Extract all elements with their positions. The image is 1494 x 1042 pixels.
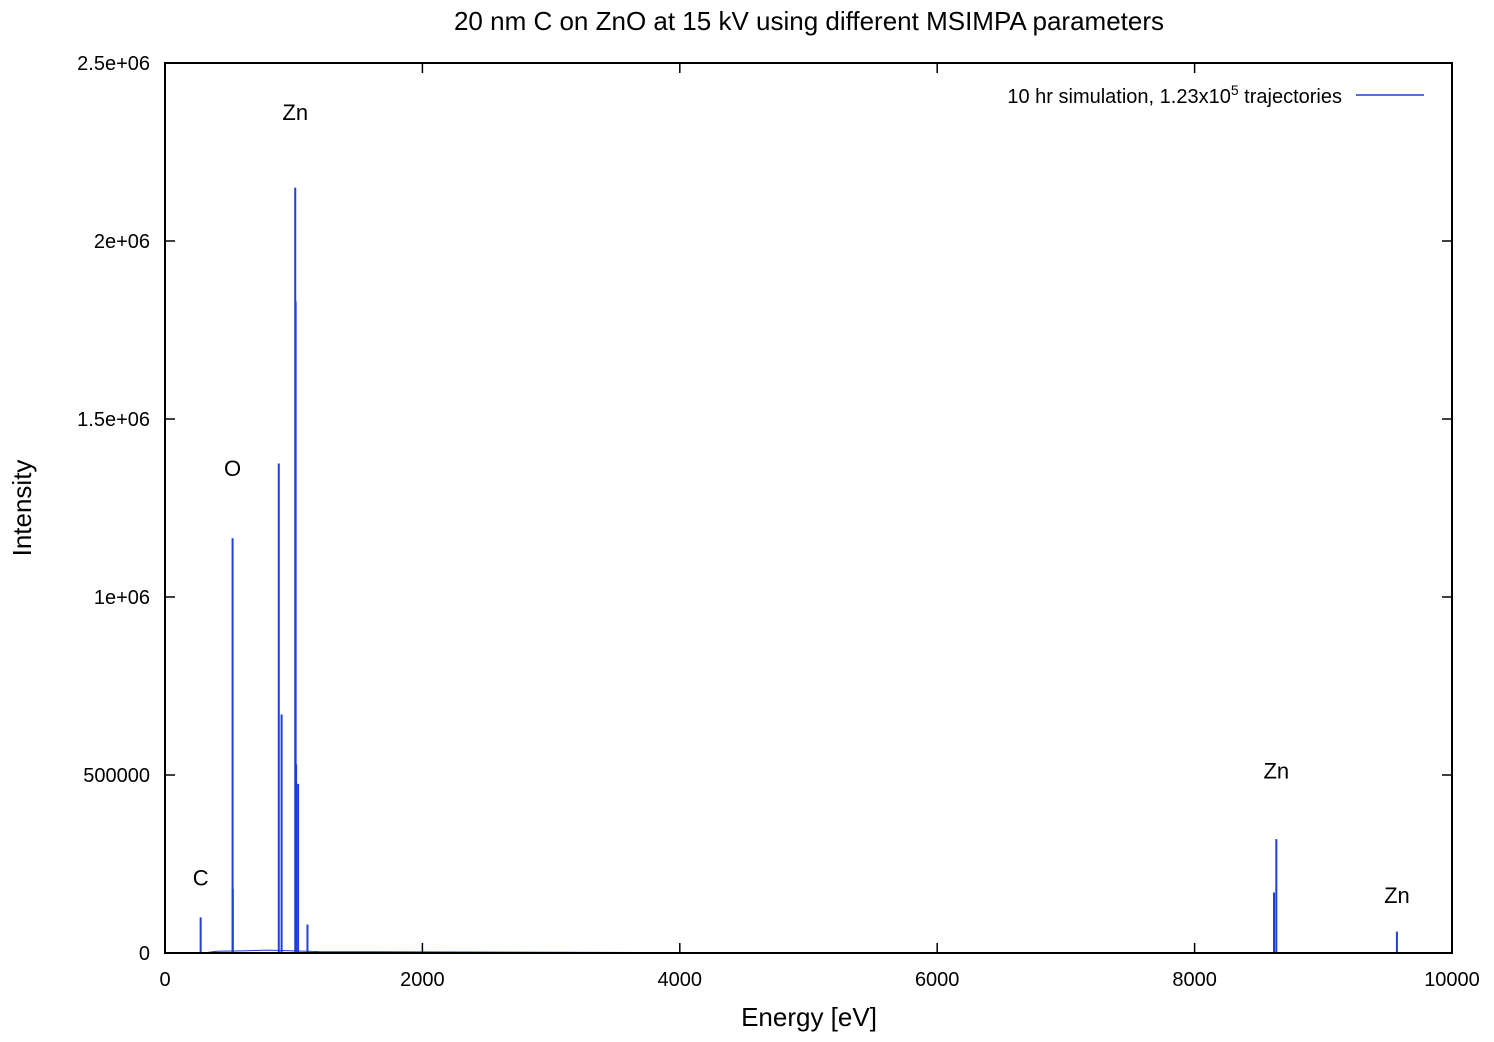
y-tick-label: 2.5e+06 [77, 53, 150, 75]
plot-area [199, 187, 1453, 954]
y-tick-label: 0 [139, 943, 150, 965]
x-tick-label: 6000 [915, 969, 960, 991]
peak-annotations: C O Zn Zn Zn [193, 100, 1410, 908]
y-tick-label: 2e+06 [94, 231, 150, 253]
peak-annotation: C [193, 865, 209, 890]
legend-name-suffix: trajectories [1239, 86, 1342, 108]
y-tick-label: 1.5e+06 [77, 409, 150, 431]
legend-name-superscript: 5 [1231, 82, 1239, 98]
axis-ticks: 0 2000 4000 6000 8000 10000 0 500000 1e+06 1.5e+0… [77, 53, 1480, 991]
y-axis-label: Intensity [7, 460, 37, 557]
x-tick-label: 0 [159, 969, 170, 991]
legend-entry-label: 10 hr simulation, 1.23x105 trajectories [1007, 82, 1342, 108]
chart-title: 20 nm C on ZnO at 15 kV using different … [454, 6, 1164, 36]
x-tick-label: 8000 [1172, 969, 1217, 991]
y-tick-label: 500000 [83, 765, 150, 787]
x-tick-label: 10000 [1424, 969, 1480, 991]
peak-annotation: Zn [282, 100, 308, 125]
legend: 10 hr simulation, 1.23x105 trajectories [1007, 82, 1424, 108]
peak-annotation: Zn [1384, 883, 1410, 908]
legend-name-prefix: 10 hr simulation, 1.23x10 [1007, 86, 1230, 108]
y-tick-label: 1e+06 [94, 587, 150, 609]
x-tick-label: 4000 [658, 969, 703, 991]
peak-annotation: O [224, 456, 241, 481]
x-tick-label: 2000 [400, 969, 445, 991]
peak-annotation: Zn [1263, 759, 1289, 784]
plot-frame [164, 62, 1453, 954]
x-axis-label: Energy [eV] [741, 1002, 877, 1032]
